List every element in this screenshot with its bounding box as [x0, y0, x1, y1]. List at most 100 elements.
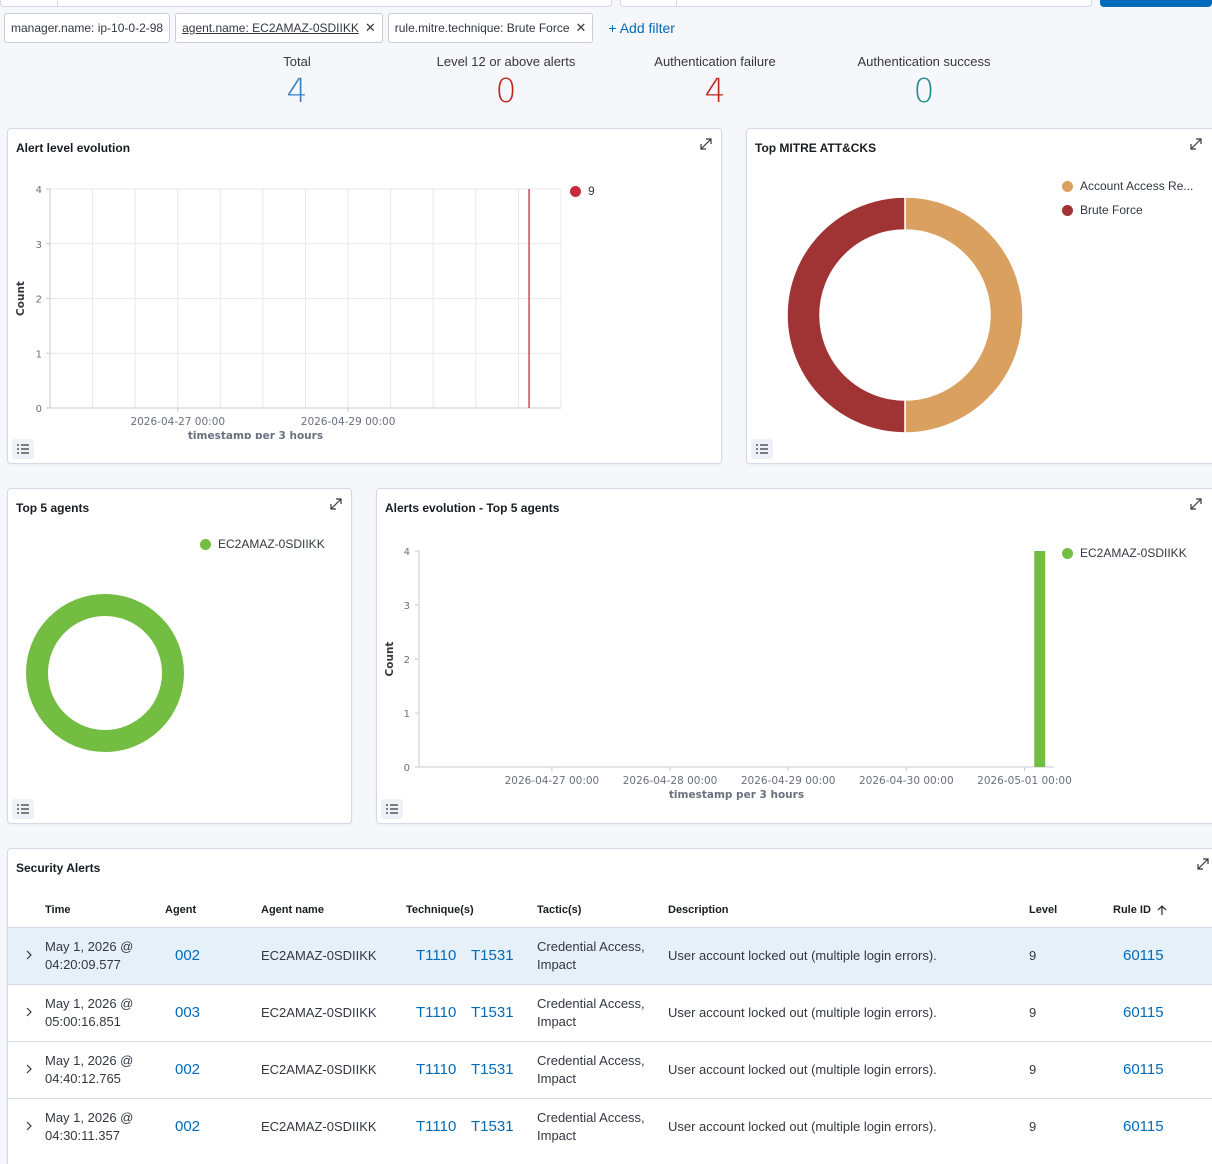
column-header-techniques[interactable]: Technique(s): [406, 904, 474, 916]
column-header-time[interactable]: Time: [45, 904, 71, 916]
agent-link[interactable]: 002: [175, 947, 201, 964]
filter-bar: manager.name: ip-10-0-2-98 agent.name: E…: [4, 13, 675, 43]
y-tick-label: 0: [404, 763, 410, 774]
chevron-right-icon[interactable]: [22, 1062, 36, 1076]
legend-item[interactable]: EC2AMAZ-0SDIIKK: [1062, 546, 1187, 560]
description-cell: User account locked out (multiple login …: [668, 1062, 937, 1077]
stat-value[interactable]: 4: [704, 71, 726, 110]
filter-pill-technique[interactable]: rule.mitre.technique: Brute Force ✕: [387, 13, 594, 43]
legend-item[interactable]: Account Access Re...: [1062, 179, 1193, 193]
summary-stats: Total 4 Level 12 or above alerts 0 Authe…: [0, 54, 1212, 114]
technique-link[interactable]: T1110: [416, 1004, 457, 1021]
legend-toggle-button[interactable]: [381, 799, 403, 819]
time-date: May 1, 2026 @: [45, 939, 134, 954]
agent-link[interactable]: 002: [175, 1061, 201, 1078]
stat-value[interactable]: 0: [495, 71, 517, 110]
panel-alert-level-evolution: Alert level evolution 0 1 2 3 4 2026-04-27 00…: [7, 128, 722, 464]
expand-icon[interactable]: [1189, 497, 1203, 511]
query-input[interactable]: [0, 0, 612, 7]
column-header-agent-name[interactable]: Agent name: [261, 904, 324, 916]
legend-label: Brute Force: [1080, 203, 1143, 217]
x-axis-label: timestamp per 3 hours: [188, 430, 323, 439]
tactic-line: Credential Access,: [537, 996, 645, 1011]
chevron-right-icon[interactable]: [22, 1005, 36, 1019]
table-row[interactable]: May 1, 2026 @ 04:40:12.765 002 EC2AMAZ-0SDI…: [8, 1041, 1212, 1098]
column-header-rule-id[interactable]: Rule ID: [1113, 904, 1168, 916]
legend-label: EC2AMAZ-0SDIIKK: [1080, 546, 1187, 560]
time-cell: May 1, 2026 @ 04:20:09.577: [45, 938, 133, 974]
time-cell: May 1, 2026 @ 04:30:11.357: [45, 1109, 133, 1145]
technique-link[interactable]: T1531: [471, 947, 514, 964]
time-date: May 1, 2026 @: [45, 1053, 134, 1068]
x-tick-label: 2026-04-29 00:00: [301, 416, 396, 428]
technique-link[interactable]: T1110: [416, 947, 457, 964]
refresh-button[interactable]: [1100, 0, 1212, 7]
technique-link[interactable]: T1110: [416, 1118, 457, 1135]
legend-item[interactable]: EC2AMAZ-0SDIIKK: [200, 537, 325, 551]
legend-toggle-button[interactable]: [751, 439, 773, 459]
tactic-line: Impact: [537, 957, 577, 972]
x-tick-label: 2026-04-27 00:00: [130, 416, 225, 428]
stat-value[interactable]: 4: [286, 71, 308, 110]
chevron-right-icon[interactable]: [22, 1119, 36, 1133]
x-tick-label: 2026-04-29 00:00: [741, 775, 836, 787]
legend-item[interactable]: Brute Force: [1062, 203, 1143, 217]
description-cell: User account locked out (multiple login …: [668, 1005, 937, 1020]
tactic-line: Credential Access,: [537, 939, 645, 954]
rule-id-link[interactable]: 60115: [1123, 1004, 1164, 1021]
column-header-tactics[interactable]: Tactic(s): [537, 904, 582, 916]
filter-pill-agent[interactable]: agent.name: EC2AMAZ-0SDIIKK ✕: [175, 13, 383, 43]
tactic-line: Credential Access,: [537, 1053, 645, 1068]
expand-icon[interactable]: [699, 137, 713, 151]
tactic-line: Impact: [537, 1014, 577, 1029]
table-row[interactable]: May 1, 2026 @ 04:30:11.357 002 EC2AMAZ-0SDI…: [8, 1098, 1212, 1155]
column-header-label: Rule ID: [1113, 904, 1151, 916]
panel-title: Alerts evolution - Top 5 agents: [385, 501, 560, 515]
legend-toggle-button[interactable]: [12, 439, 34, 459]
y-tick-label: 2: [36, 295, 42, 306]
stat-total: Total 4: [187, 54, 407, 111]
legend-label: EC2AMAZ-0SDIIKK: [218, 537, 325, 551]
y-tick-label: 4: [404, 547, 410, 558]
close-icon[interactable]: ✕: [575, 20, 587, 35]
bar: [1034, 551, 1046, 767]
rule-id-link[interactable]: 60115: [1123, 1118, 1164, 1135]
filter-pill-manager[interactable]: manager.name: ip-10-0-2-98: [4, 13, 171, 43]
column-header-description[interactable]: Description: [668, 904, 729, 916]
agent-link[interactable]: 003: [175, 1004, 201, 1021]
y-tick-label: 0: [36, 404, 42, 415]
y-tick-label: 3: [404, 601, 410, 612]
close-icon[interactable]: ✕: [364, 20, 376, 35]
technique-link[interactable]: T1531: [471, 1118, 514, 1135]
table-row[interactable]: May 1, 2026 @ 04:20:09.577 002 EC2AMAZ-0SDI…: [8, 927, 1212, 984]
x-tick-label: 2026-04-27 00:00: [505, 775, 600, 787]
x-tick-label: 2026-04-30 00:00: [859, 775, 954, 787]
column-header-agent[interactable]: Agent: [165, 904, 197, 916]
tactic-line: Impact: [537, 1071, 577, 1086]
technique-link[interactable]: T1531: [471, 1004, 514, 1021]
donut-slice: [786, 196, 906, 434]
table-row[interactable]: May 1, 2026 @ 05:00:16.851 003 EC2AMAZ-0SDI…: [8, 984, 1212, 1041]
alerts-evolution-chart: 0 1 2 3 4 2026-04-27 00:00 2026-04-28 00:00 202…: [384, 547, 1072, 801]
rule-id-link[interactable]: 60115: [1123, 947, 1164, 964]
expand-icon[interactable]: [329, 497, 343, 511]
add-filter-button[interactable]: + Add filter: [608, 20, 675, 36]
technique-link[interactable]: T1110: [416, 1061, 457, 1078]
legend-item[interactable]: 9: [570, 184, 595, 198]
rule-id-link[interactable]: 60115: [1123, 1061, 1164, 1078]
chevron-right-icon[interactable]: [22, 948, 36, 962]
legend-label: 9: [588, 184, 595, 198]
stat-title: Level 12 or above alerts: [436, 54, 576, 69]
tactic-cell: Credential Access, Impact: [537, 1052, 645, 1088]
expand-icon[interactable]: [1196, 857, 1210, 871]
technique-link[interactable]: T1531: [471, 1061, 514, 1078]
legend-toggle-button[interactable]: [12, 799, 34, 819]
legend-dot-icon: [1062, 547, 1073, 559]
list-icon: [756, 444, 768, 454]
stat-value[interactable]: 0: [913, 71, 935, 110]
y-tick-label: 1: [404, 709, 410, 720]
expand-icon[interactable]: [1189, 137, 1203, 151]
date-picker[interactable]: [620, 0, 1092, 7]
column-header-level[interactable]: Level: [1029, 904, 1058, 916]
agent-link[interactable]: 002: [175, 1118, 201, 1135]
